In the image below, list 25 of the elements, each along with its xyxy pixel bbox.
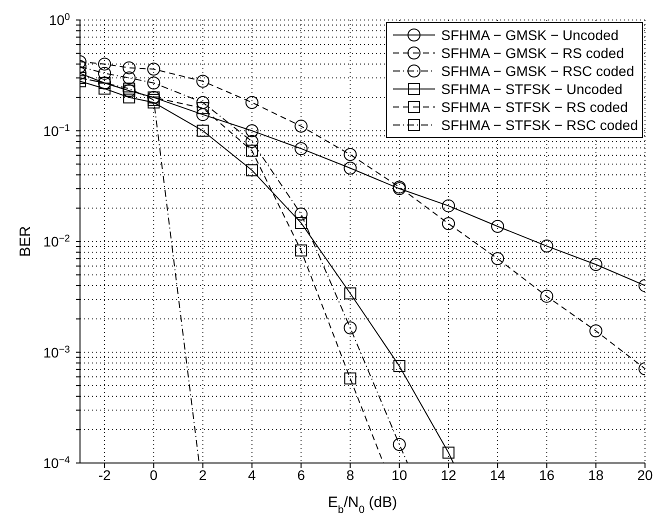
x-tick-label: 14 [490, 466, 506, 483]
x-tick-label: 4 [248, 466, 256, 483]
x-tick-label: 6 [297, 466, 306, 483]
x-tick-label: 20 [637, 466, 653, 483]
x-tick-label: -2 [98, 466, 111, 483]
y-tick-label: 10$^{−4}$ [43, 454, 71, 471]
y-axis-title: BER [17, 226, 34, 257]
x-tick-label: 8 [346, 466, 354, 483]
x-tick-label: 18 [588, 466, 604, 483]
legend-label: SFHMA − GMSK − RSC coded [441, 62, 634, 80]
legend-label: SFHMA − GMSK − RS coded [441, 44, 624, 62]
x-tick-label: 16 [538, 466, 555, 483]
legend-label: SFHMA − STFSK − Uncoded [441, 80, 622, 98]
legend-label: SFHMA − GMSK − Uncoded [441, 26, 619, 44]
x-axis-title: E$_{b}$/N$_{0}$ (dB) [328, 494, 398, 516]
x-tick-label: 12 [440, 466, 456, 483]
legend-label: SFHMA − STFSK − RS coded [441, 98, 628, 116]
y-tick-label: 10$^{0}$ [48, 12, 71, 28]
y-tick-label: 10$^{−2}$ [43, 233, 70, 250]
y-tick-label: 10$^{−3}$ [43, 344, 71, 360]
x-tick-label: 0 [150, 466, 158, 483]
legend-label: SFHMA − STFSK − RSC coded [441, 116, 638, 134]
y-tick-label: 10$^{−1}$ [43, 122, 70, 139]
x-tick-label: 2 [198, 466, 207, 483]
x-tick-label: 10 [392, 466, 408, 483]
